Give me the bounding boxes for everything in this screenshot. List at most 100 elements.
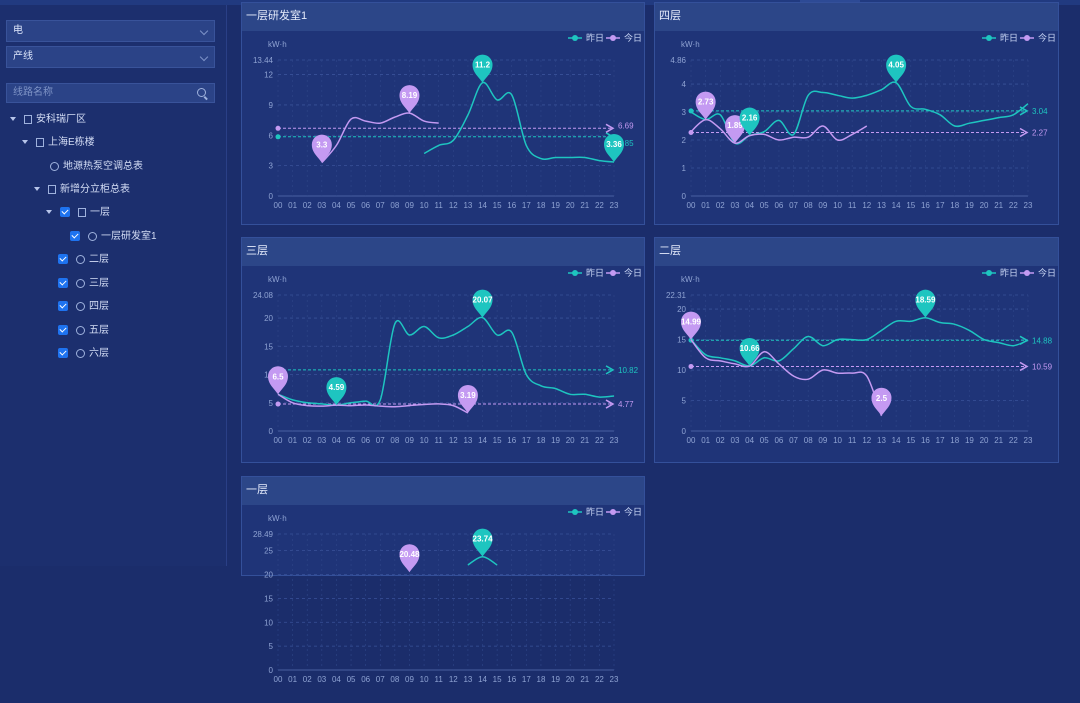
caret-down-icon[interactable] [34, 187, 40, 192]
y-unit-label: kW·h [681, 275, 700, 284]
x-tick-label: 15 [493, 436, 502, 445]
tree-node[interactable]: 四层 [58, 299, 109, 315]
x-tick-label: 18 [537, 201, 546, 210]
tree-node[interactable]: 安科瑞厂区 [10, 112, 86, 128]
x-tick-label: 19 [551, 436, 560, 445]
tree-node-label: 地源热泵空调总表 [63, 161, 143, 172]
legend-yesterday-label: 昨日 [586, 267, 604, 278]
avg-start-dot [275, 125, 281, 131]
x-tick-label: 04 [745, 201, 754, 210]
checkbox[interactable] [58, 254, 68, 265]
panel-title: 四层 [655, 3, 1058, 31]
tree-node[interactable]: 上海E栋楼 [22, 135, 95, 151]
checkbox[interactable] [70, 231, 80, 242]
avg-value-label: 6.69 [618, 121, 634, 130]
x-tick-label: 10 [420, 675, 429, 684]
caret-down-icon[interactable] [22, 140, 28, 145]
checkbox[interactable] [58, 348, 68, 359]
tree-node[interactable]: 一层 [46, 205, 110, 221]
pin-shape [472, 528, 493, 557]
y-tick-label: 0 [682, 192, 687, 201]
tree-node[interactable]: 六层 [58, 346, 109, 362]
x-tick-label: 01 [288, 436, 297, 445]
tree-node[interactable]: 二层 [58, 252, 109, 268]
x-tick-label: 14 [892, 436, 901, 445]
x-tick-label: 21 [580, 675, 589, 684]
x-tick-label: 05 [347, 436, 356, 445]
x-tick-label: 11 [435, 436, 444, 445]
x-tick-label: 20 [980, 436, 989, 445]
y-tick-label: 20 [677, 305, 686, 314]
tree-node[interactable]: 新增分立柜总表 [34, 182, 130, 198]
avg-arrow [605, 365, 615, 375]
x-tick-label: 10 [833, 201, 842, 210]
legend-today-dot [610, 509, 616, 515]
pin-shape [915, 289, 936, 318]
pin-value-label: 20.07 [473, 296, 494, 305]
x-tick-label: 13 [463, 675, 472, 684]
tree-node[interactable]: 五层 [58, 323, 109, 339]
tree-node-label: 安科瑞厂区 [36, 114, 86, 125]
panel-title: 三层 [242, 238, 644, 266]
checkbox[interactable] [58, 301, 68, 312]
checkbox[interactable] [60, 207, 70, 218]
chart-legend: 昨日 今日 [982, 32, 1056, 43]
x-tick-label: 07 [789, 201, 798, 210]
pin-shape [724, 115, 745, 144]
x-tick-label: 03 [317, 201, 326, 210]
pin-value-label: 3.3 [316, 141, 328, 150]
y-tick-label: 0 [269, 666, 274, 675]
x-tick-label: 02 [303, 436, 312, 445]
x-tick-label: 00 [687, 201, 696, 210]
x-tick-label: 10 [833, 436, 842, 445]
avg-arrow [1019, 127, 1029, 138]
caret-down-icon[interactable] [10, 117, 16, 122]
y-max-label: 4.86 [670, 56, 686, 65]
y-tick-label: 15 [677, 336, 686, 345]
pin-shape [457, 384, 478, 413]
chart-panel-1f: 一层 昨日 今日 kW·h 28.49 0 5 10 15 20 25 00 01 02 03 04 05 06… [241, 476, 645, 684]
x-tick-label: 23 [610, 675, 619, 684]
pin-shape [268, 366, 288, 395]
x-tick-label: 07 [376, 436, 385, 445]
x-tick-label: 17 [522, 201, 531, 210]
y-tick-label: 3 [269, 162, 274, 171]
search-input[interactable]: 线路名称 [6, 83, 215, 103]
x-tick-label: 08 [390, 675, 399, 684]
y-tick-label: 1 [682, 164, 687, 173]
x-tick-label: 15 [906, 436, 915, 445]
data-pin-marker: 4.05 [886, 54, 907, 83]
tree-node-label: 三层 [89, 278, 109, 289]
y-unit-label: kW·h [268, 275, 287, 284]
y-max-label: 28.49 [253, 530, 274, 539]
checkbox[interactable] [58, 325, 68, 336]
tree-node[interactable]: 一层研发室1 [70, 229, 157, 245]
pin-shape [739, 338, 760, 367]
energy-type-select[interactable]: 电 [6, 20, 215, 42]
x-tick-label: 16 [921, 436, 930, 445]
x-tick-label: 14 [478, 436, 487, 445]
x-tick-label: 04 [332, 675, 341, 684]
x-tick-label: 18 [950, 436, 959, 445]
x-tick-label: 04 [332, 201, 341, 210]
tree-node[interactable]: 地源热泵空调总表 [50, 159, 143, 175]
x-tick-label: 22 [1009, 201, 1018, 210]
series-yesterday-line [690, 316, 1029, 367]
series-today-line [690, 118, 868, 144]
meter-icon [76, 325, 85, 335]
category-select[interactable]: 产线 [6, 46, 215, 68]
legend-today-label: 今日 [624, 267, 642, 278]
avg-value-label: 3.04 [1032, 107, 1048, 116]
caret-down-icon[interactable] [46, 210, 52, 215]
x-tick-label: 01 [288, 675, 297, 684]
tree-node[interactable]: 三层 [58, 276, 109, 292]
checkbox[interactable] [58, 278, 68, 289]
x-tick-label: 09 [818, 436, 827, 445]
legend-yesterday-dot [572, 35, 578, 41]
legend-yesterday-label: 昨日 [1000, 32, 1018, 43]
legend-yesterday-dot [572, 509, 578, 515]
x-tick-label: 20 [566, 675, 575, 684]
y-tick-label: 5 [682, 397, 687, 406]
pin-shape [311, 134, 332, 163]
search-icon[interactable] [197, 88, 206, 97]
